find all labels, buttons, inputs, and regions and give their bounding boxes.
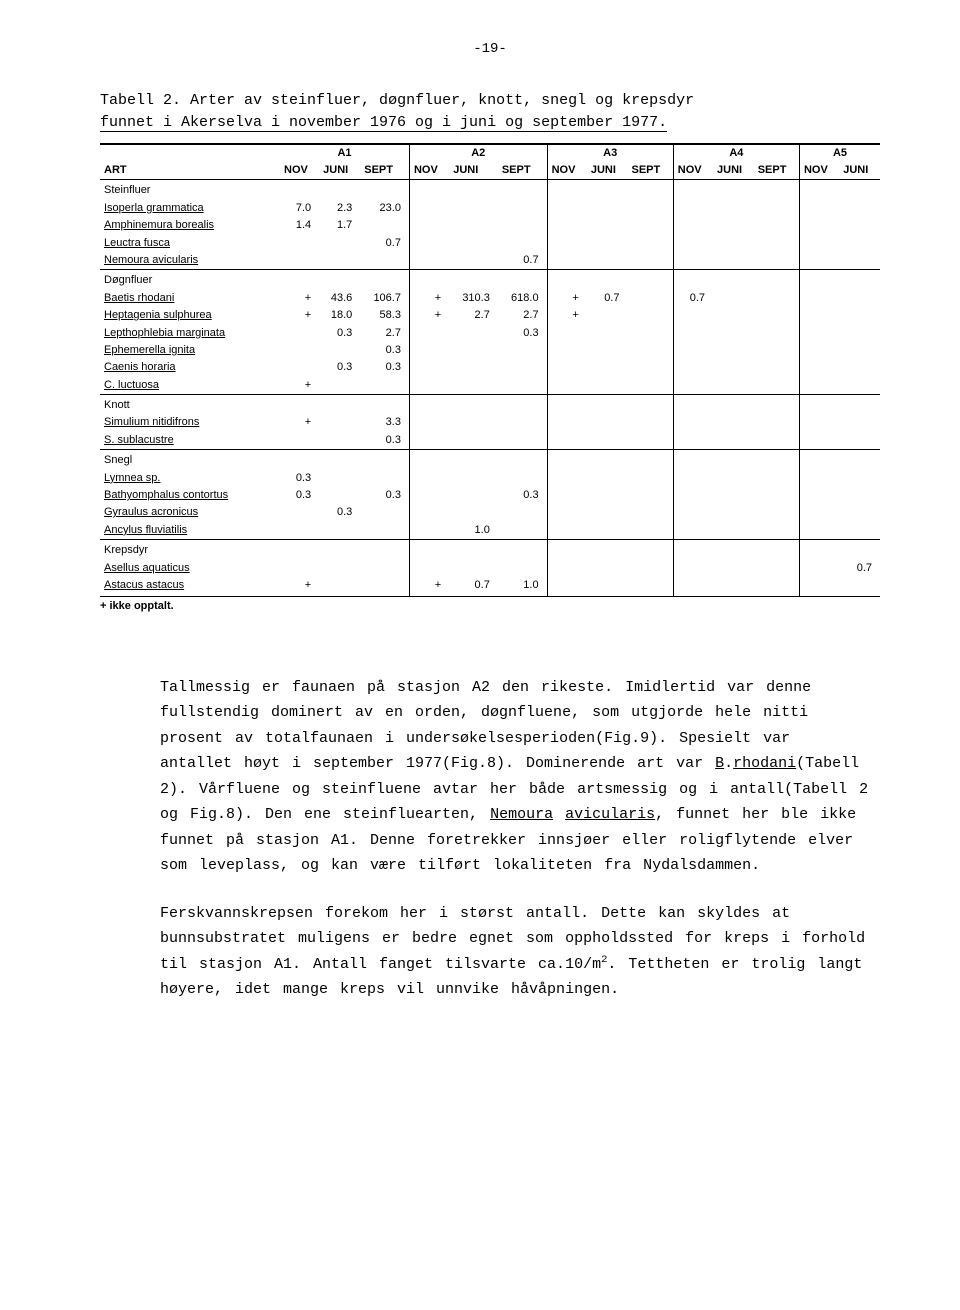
- col-group-a2: A2: [409, 144, 547, 162]
- table-row: Bathyomphalus contortus0.30.30.3: [100, 487, 880, 504]
- table-row: C. luctuosa+: [100, 377, 880, 395]
- table-row: Isoperla grammatica7.02.323.0: [100, 200, 880, 217]
- table-row: Baetis rhodani+43.6106.7+310.3618.0+0.70…: [100, 290, 880, 307]
- col-group-a5: A5: [799, 144, 880, 162]
- group-header-row: Døgnfluer: [100, 270, 880, 290]
- table-row: Lepthophlebia marginata0.32.70.3: [100, 325, 880, 342]
- table-row: Ephemerella ignita0.3: [100, 342, 880, 359]
- table-row: Ancylus fluviatilis1.0: [100, 522, 880, 540]
- table-header-sub: ART NOV JUNI SEPT NOV JUNI SEPT NOV JUNI…: [100, 162, 880, 180]
- table-caption: Tabell 2. Arter av steinfluer, døgnfluer…: [100, 90, 880, 135]
- row-label-header: ART: [100, 162, 280, 180]
- table-header-groups: A1 A2 A3 A4 A5: [100, 144, 880, 162]
- table-row: S. sublacustre0.3: [100, 432, 880, 450]
- group-header-row: Steinfluer: [100, 180, 880, 200]
- table-row: Nemoura avicularis0.7: [100, 252, 880, 270]
- table-row: Asellus aquaticus0.7: [100, 560, 880, 577]
- table-row: Amphinemura borealis1.41.7: [100, 217, 880, 234]
- col-group-a3: A3: [547, 144, 673, 162]
- table-footnote: + ikke opptalt.: [100, 599, 880, 614]
- page-number: -19-: [100, 40, 880, 60]
- table-row: Caenis horaria0.30.3: [100, 359, 880, 376]
- table-row: Astacus astacus++0.71.0: [100, 577, 880, 597]
- caption-line1: Arter av steinfluer, døgnfluer, knott, s…: [190, 92, 694, 109]
- paragraph-2: Ferskvannskrepsen forekom her i størst a…: [160, 901, 870, 1003]
- table-row: Heptagenia sulphurea+18.058.3+2.72.7+: [100, 307, 880, 324]
- table-row: Gyraulus acronicus0.3: [100, 504, 880, 521]
- caption-line2: funnet i Akerselva i november 1976 og i …: [100, 114, 667, 132]
- group-header-row: Knott: [100, 395, 880, 415]
- group-header-row: Snegl: [100, 450, 880, 470]
- table-row: Lymnea sp.0.3: [100, 470, 880, 487]
- table-row: Simulium nitidifrons+3.3: [100, 414, 880, 431]
- group-header-row: Krepsdyr: [100, 540, 880, 560]
- col-group-a1: A1: [280, 144, 409, 162]
- caption-label: Tabell 2.: [100, 92, 181, 109]
- col-group-a4: A4: [673, 144, 799, 162]
- table-row: Leuctra fusca0.7: [100, 235, 880, 252]
- species-table: A1 A2 A3 A4 A5 ART NOV JUNI SEPT NOV JUN…: [100, 143, 880, 598]
- body-text: Tallmessig er faunaen på stasjon A2 den …: [160, 675, 870, 1003]
- paragraph-1: Tallmessig er faunaen på stasjon A2 den …: [160, 675, 870, 879]
